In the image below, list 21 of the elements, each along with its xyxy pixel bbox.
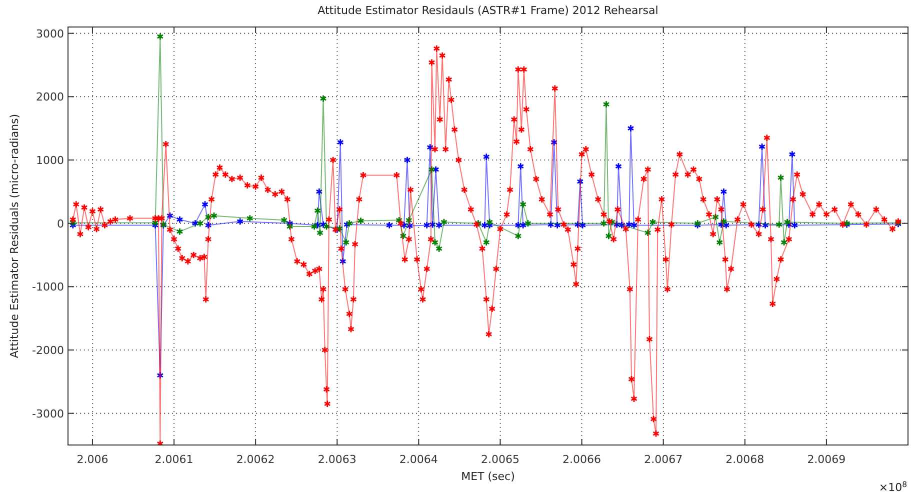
text: ×10$^{8}$ [878,480,908,494]
x-tick-label: 2.0067 [644,453,683,466]
x-tick-label: 2.0062 [236,453,275,466]
x-tick-label: 2.0061 [154,453,194,466]
y-tick-label: 2000 [36,90,64,104]
y-tick-label: 3000 [36,27,64,40]
x-tick-label: 2.006 [76,453,108,466]
x-tick-label: 2.0066 [562,453,602,466]
x-tick-label: 2.0069 [807,453,846,466]
y-tick-label: -2000 [32,344,64,357]
y-tick-label: 1000 [36,154,64,167]
y-tick-label: -3000 [32,407,64,420]
y-axis-title: Attitude Estimator Residuals (micro-radians) [8,114,21,358]
x-tick-label: 2.0063 [318,453,356,466]
y-tick-label: 0 [57,217,64,230]
x-tick-label: 2.0068 [726,453,764,466]
x-tick-label: 2.0065 [480,453,520,466]
chart-title: Attitude Estimator Residauls (ASTR#1 Frame) 2012 Rehearsal [318,4,658,17]
x-axis-title: MET (sec) [461,470,515,483]
x-tick-label: 2.0064 [399,453,438,466]
y-tick-label: -1000 [32,280,64,294]
